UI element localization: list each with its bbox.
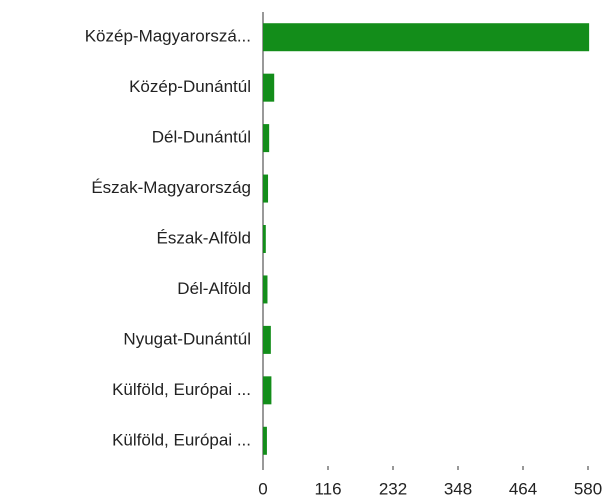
bar (263, 426, 267, 455)
bar (263, 174, 269, 203)
y-tick-label: Nyugat-Dunántúl (123, 329, 251, 348)
x-tick-label: 232 (379, 479, 407, 498)
bar (263, 23, 590, 52)
y-tick-label: Észak-Magyarország (91, 178, 251, 197)
y-tick-label: Közép-Dunántúl (129, 77, 251, 96)
x-tick-label: 580 (574, 479, 602, 498)
y-tick-label: Közép-Magyarorszá... (85, 27, 251, 46)
bar (263, 225, 266, 253)
y-tick-label: Külföld, Európai ... (112, 430, 251, 449)
y-tick-label: Külföld, Európai ... (112, 380, 251, 399)
x-tick-label: 348 (444, 479, 472, 498)
y-tick-label: Észak-Alföld (157, 228, 251, 247)
bar (263, 376, 272, 405)
bar (263, 275, 268, 304)
x-tick-label: 0 (258, 479, 267, 498)
bar (263, 73, 275, 102)
y-tick-label: Dél-Alföld (177, 279, 251, 298)
bar (263, 325, 271, 354)
y-tick-label: Dél-Dunántúl (152, 128, 251, 147)
bar (263, 124, 270, 153)
x-tick-label: 464 (509, 479, 537, 498)
x-tick-label: 116 (314, 479, 341, 498)
